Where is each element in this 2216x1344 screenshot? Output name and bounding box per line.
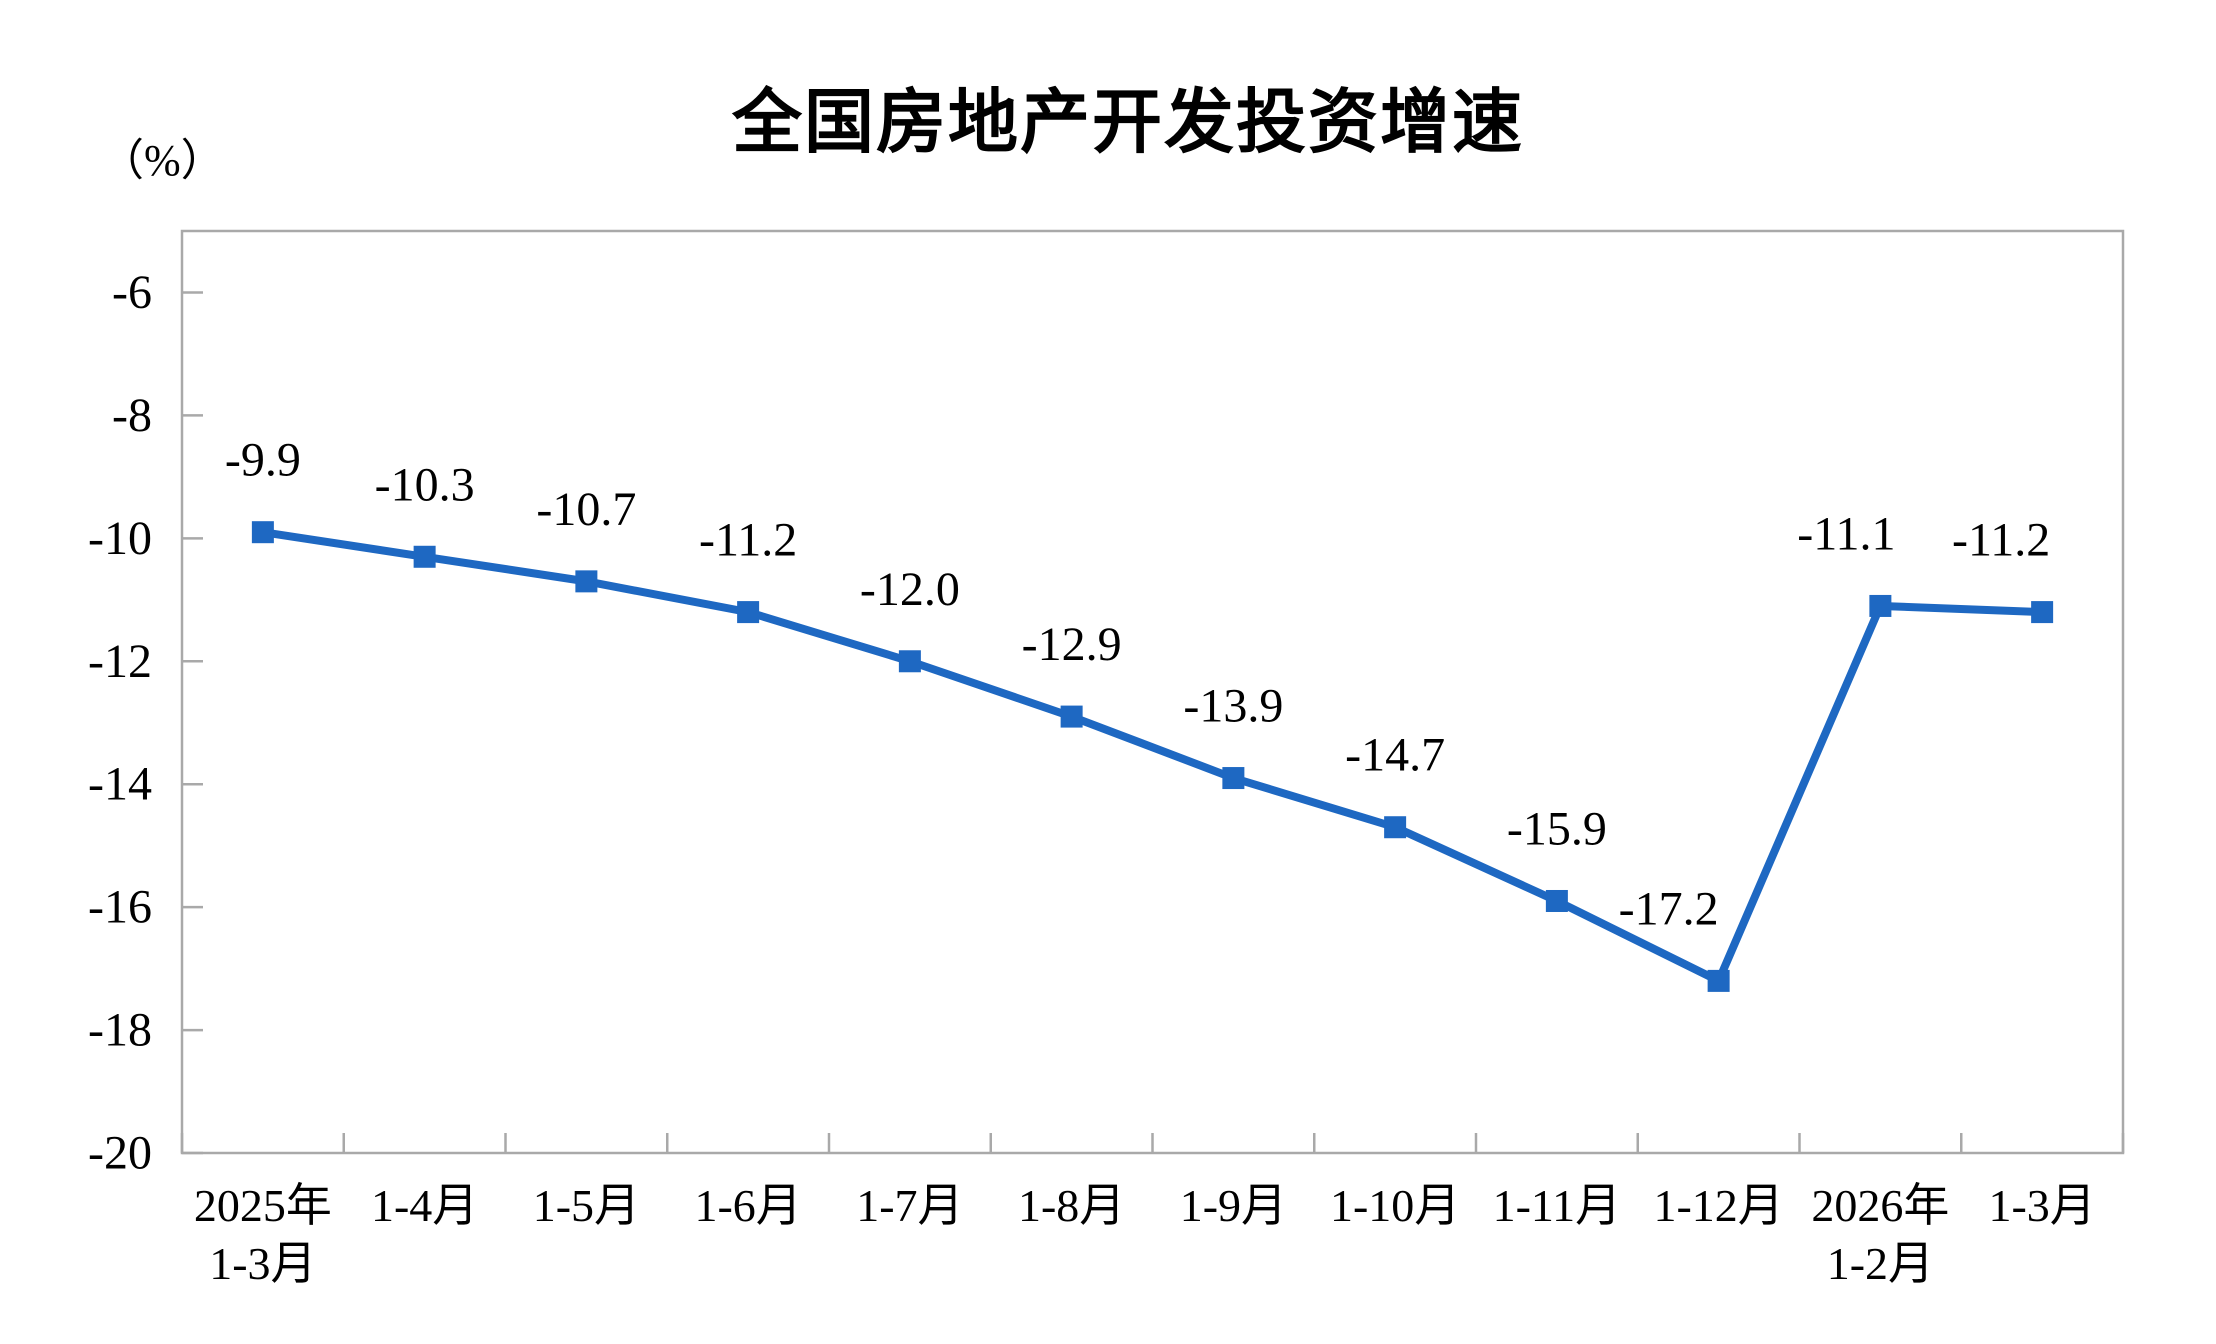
data-point-marker: [737, 601, 760, 624]
x-tick-label: 1-5月: [533, 1180, 640, 1231]
data-point-label: -15.9: [1507, 802, 1607, 855]
y-tick-label: -14: [88, 758, 152, 811]
data-point-label: -10.3: [375, 458, 475, 511]
data-point-label: -17.2: [1619, 882, 1719, 935]
x-tick-label: 1-4月: [371, 1180, 478, 1231]
data-point-marker: [1060, 705, 1083, 728]
x-tick-label: 2025年 1-3月: [194, 1180, 332, 1289]
y-tick-label: -20: [88, 1127, 152, 1180]
data-point-marker: [2031, 601, 2054, 624]
data-point-marker: [1222, 767, 1245, 790]
x-tick-label: 1-11月: [1493, 1180, 1622, 1231]
y-tick-label: -6: [112, 266, 152, 319]
data-point-label: -12.0: [860, 563, 960, 616]
data-point-marker: [1869, 594, 1892, 617]
data-point-marker: [1384, 816, 1407, 839]
x-tick-label: 2026年 1-2月: [1811, 1180, 1949, 1289]
x-tick-label: 1-12月: [1653, 1180, 1783, 1231]
data-point-label: -14.7: [1345, 729, 1445, 782]
data-point-label: -12.9: [1022, 618, 1122, 671]
data-point-marker: [1545, 889, 1568, 912]
chart-title: 全国房地产开发投资增速: [732, 83, 1524, 161]
x-tick-label: 1-7月: [856, 1180, 963, 1231]
y-axis-unit-label: （%）: [100, 136, 225, 185]
data-point-marker: [898, 650, 921, 673]
data-point-label: -11.2: [1952, 514, 2050, 567]
x-tick-label: 1-8月: [1018, 1180, 1125, 1231]
series-line: [258, 528, 2047, 987]
x-tick-label: 1-6月: [694, 1180, 801, 1231]
plot-border: [180, 229, 2125, 1155]
data-point-label: -13.9: [1183, 680, 1283, 733]
data-point-label: -11.2: [699, 514, 797, 567]
y-tick-label: -10: [88, 512, 152, 565]
data-point-label: -9.9: [225, 434, 301, 487]
x-tick-label: 1-3月: [1988, 1180, 2095, 1231]
y-tick-label: -16: [88, 881, 152, 934]
data-point-marker: [251, 521, 274, 544]
data-point-label: -11.1: [1797, 507, 1895, 560]
x-tick-label: 1-10月: [1330, 1180, 1460, 1231]
data-point-marker: [1707, 969, 1730, 992]
y-tick-label: -18: [88, 1004, 152, 1057]
data-point-marker: [575, 570, 598, 593]
data-point-label: -10.7: [536, 483, 636, 536]
y-tick-label: -12: [88, 635, 152, 688]
data-point-marker: [413, 545, 436, 568]
y-tick-label: -8: [112, 389, 152, 442]
x-tick-label: 1-9月: [1180, 1180, 1287, 1231]
